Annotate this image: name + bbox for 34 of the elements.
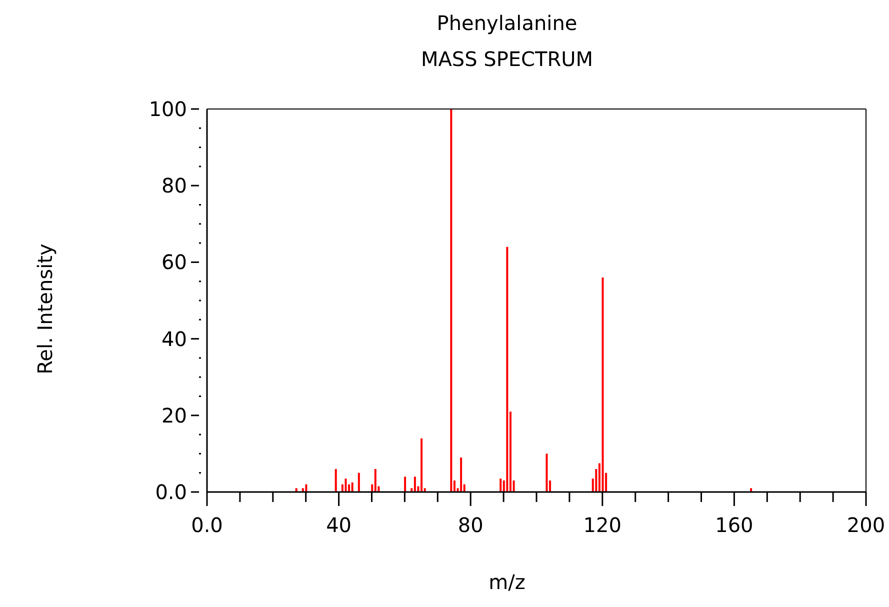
y-tick-label: 80 xyxy=(162,174,187,198)
bar xyxy=(602,278,604,492)
bar xyxy=(344,478,347,492)
bar xyxy=(302,488,304,492)
bar xyxy=(460,458,462,492)
bar xyxy=(414,476,416,492)
y-tick-label: 20 xyxy=(162,403,187,428)
bar xyxy=(750,488,752,492)
chart-title: Phenylalanine xyxy=(436,11,578,35)
bar xyxy=(374,469,376,492)
x-tick-label: 200 xyxy=(846,513,886,537)
y-tick-label: 40 xyxy=(162,326,187,351)
y-tick-label: 60 xyxy=(162,250,187,274)
x-tick-label: 120 xyxy=(583,513,622,537)
bar xyxy=(450,109,452,492)
bar xyxy=(358,472,360,492)
x-tick-label: 80 xyxy=(458,513,484,537)
bar xyxy=(420,438,423,492)
y-tick-label: 100 xyxy=(148,97,187,121)
x-tick-label: 0.0 xyxy=(191,513,223,537)
bar xyxy=(295,488,298,492)
bar xyxy=(546,454,548,492)
y-tick-label: 0.0 xyxy=(155,480,187,504)
bar xyxy=(334,469,337,492)
chart-subtitle: MASS SPECTRUM xyxy=(420,47,594,71)
x-axis-title: m/z xyxy=(488,570,526,594)
bar xyxy=(404,476,406,492)
x-tick-label: 40 xyxy=(326,513,352,537)
bar xyxy=(506,246,508,492)
bar xyxy=(500,478,502,492)
bar xyxy=(351,482,354,492)
x-tick-label: 160 xyxy=(715,513,754,537)
y-axis-title: Rel. Intensity xyxy=(33,242,57,376)
bar xyxy=(305,484,308,492)
